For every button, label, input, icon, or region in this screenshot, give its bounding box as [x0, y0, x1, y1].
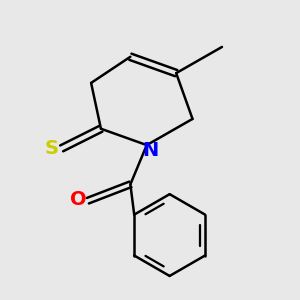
Text: N: N	[142, 142, 159, 160]
Text: O: O	[70, 190, 87, 208]
Text: S: S	[44, 139, 58, 158]
